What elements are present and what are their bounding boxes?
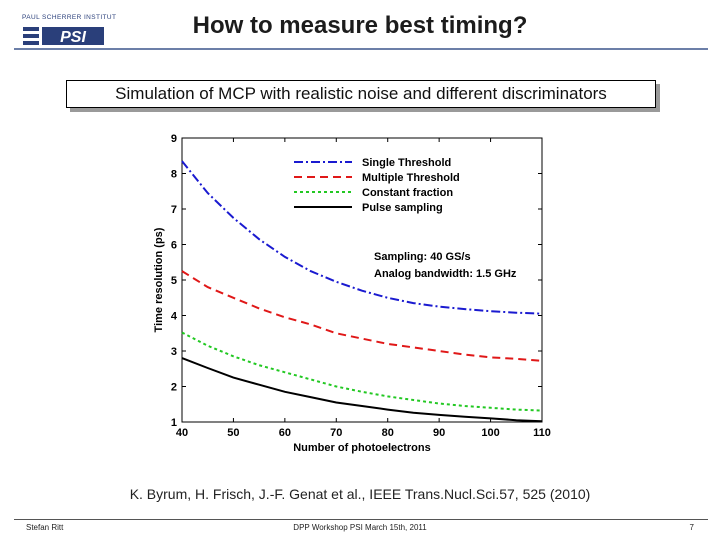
header-divider [14, 48, 708, 50]
y-tick-label: 7 [171, 204, 177, 216]
slide-title: How to measure best timing? [192, 12, 528, 39]
chart-legend: Single Threshold Multiple Threshold Consta… [294, 157, 460, 214]
chart-annotation: Analog bandwidth: 1.5 GHz [374, 268, 517, 280]
chart-axes: 40 50 60 70 80 90 100 110 1 2 3 4 5 6 7 8 9 Number of pho… [153, 133, 551, 454]
psi-logo-mark: PSI [22, 25, 106, 47]
y-tick-label: 3 [171, 346, 177, 358]
chart-annotation: Sampling: 40 GS/s [374, 251, 471, 263]
chart-series [181, 160, 543, 423]
footer-divider [14, 519, 708, 520]
x-axis-label: Number of photoelectrons [293, 442, 431, 454]
y-tick-label: 9 [171, 133, 177, 145]
footer-event: DPP Workshop PSI March 15th, 2011 [293, 523, 427, 532]
x-tick-label: 80 [382, 427, 394, 439]
x-tick-label: 50 [227, 427, 239, 439]
x-tick-label: 110 [533, 427, 551, 439]
x-tick-label: 70 [330, 427, 342, 439]
logo-psi-text: PSI [60, 29, 86, 46]
x-tick-label: 90 [433, 427, 445, 439]
footer-page-number: 7 [689, 523, 694, 532]
y-tick-label: 4 [171, 311, 178, 323]
y-tick-label: 8 [171, 169, 177, 181]
legend-label: Multiple Threshold [362, 172, 460, 184]
time-resolution-chart: 40 50 60 70 80 90 100 110 1 2 3 4 5 6 7 8 9 Number of pho… [153, 133, 551, 454]
legend-label: Single Threshold [362, 157, 451, 169]
footer-author: Stefan Ritt [26, 523, 64, 532]
y-axis-label: Time resolution (ps) [153, 227, 165, 332]
series-line-1 [181, 160, 543, 315]
y-tick-label: 1 [171, 417, 177, 429]
x-tick-label: 40 [176, 427, 188, 439]
y-tick-label: 5 [171, 275, 177, 287]
citation: K. Byrum, H. Frisch, J.-F. Genat et al.,… [129, 486, 591, 502]
series-line-2 [181, 270, 543, 362]
x-tick-label: 60 [279, 427, 291, 439]
legend-label: Pulse sampling [362, 202, 443, 214]
logo-institute-text: PAUL SCHERRER INSTITUT [22, 14, 117, 21]
subtitle-banner: Simulation of MCP with realistic noise a… [66, 80, 660, 112]
psi-logo: PAUL SCHERRER INSTITUT PSI [22, 14, 117, 48]
chart-annotations: Sampling: 40 GS/s Analog bandwidth: 1.5 G… [374, 251, 517, 280]
banner-text: Simulation of MCP with realistic noise a… [66, 80, 656, 108]
y-tick-label: 2 [171, 382, 177, 394]
legend-label: Constant fraction [362, 187, 453, 199]
x-tick-label: 100 [481, 427, 499, 439]
series-line-4 [181, 357, 543, 423]
y-tick-label: 6 [171, 240, 177, 252]
